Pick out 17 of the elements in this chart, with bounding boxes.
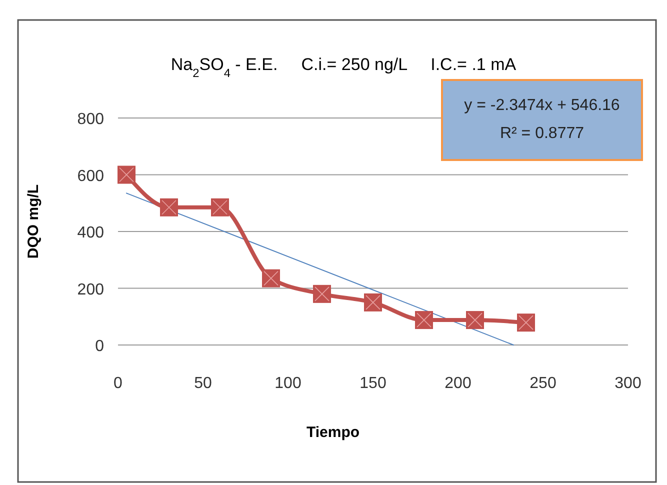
- x-tick-label: 250: [530, 375, 556, 392]
- x-tick-label: 50: [194, 375, 212, 392]
- chart-title: Na$_{2}$SO$_{4}$ - E.E. C.i.= 250 ng/L I.C.= .1 mA: [170, 55, 517, 80]
- y-axis-title: DQO mg/L: [25, 184, 42, 259]
- text: y = -2.3474x + 546.16: [464, 97, 620, 114]
- x-tick-label: 100: [274, 375, 302, 392]
- y-tick-label: 400: [77, 224, 104, 242]
- y-tick-label: 800: [77, 111, 104, 128]
- y-tick-label: 0: [95, 338, 104, 355]
- y-tick-label: 200: [77, 281, 104, 298]
- y-tick-label: 600: [77, 168, 104, 185]
- x-tick-label: 0: [114, 375, 123, 392]
- x-tick-label: 300: [614, 375, 642, 392]
- annotation: R² = 0.8777: [500, 125, 584, 142]
- x-axis-title: Tiempo: [306, 424, 360, 441]
- x-tick-label: 200: [444, 375, 472, 392]
- x-tick-label: 150: [360, 375, 386, 392]
